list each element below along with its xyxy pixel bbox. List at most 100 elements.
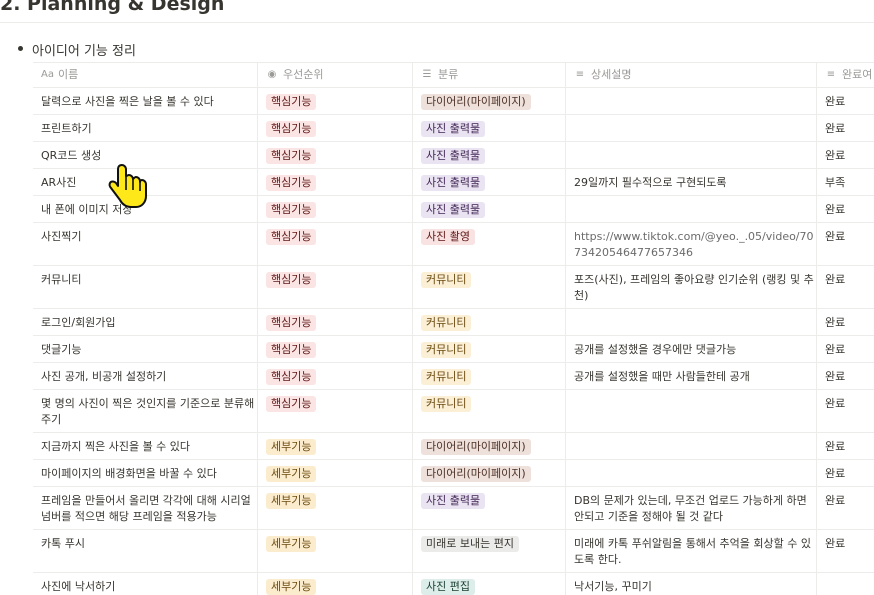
- cell-detail[interactable]: [566, 88, 817, 114]
- cell-name[interactable]: 사진에 낙서하기: [33, 573, 258, 595]
- cell-name[interactable]: 내 폰에 이미지 저장: [33, 196, 258, 222]
- cell-detail[interactable]: [566, 142, 817, 168]
- table-row[interactable]: 로그인/회원가입 핵심기능 커뮤니티 완료: [33, 309, 874, 336]
- cell-detail[interactable]: [566, 196, 817, 222]
- cell-category[interactable]: 커뮤니티: [413, 390, 566, 432]
- cell-detail[interactable]: 공개를 설정했을 경우에만 댓글가능: [566, 336, 817, 362]
- cell-category[interactable]: 커뮤니티: [413, 363, 566, 389]
- cell-priority[interactable]: 핵심기능: [258, 223, 413, 265]
- cell-priority[interactable]: 핵심기능: [258, 336, 413, 362]
- cell-name[interactable]: 커뮤니티: [33, 266, 258, 308]
- table-row[interactable]: 사진에 낙서하기 세부기능 사진 편집 낙서기능, 꾸미기: [33, 573, 874, 595]
- cell-category[interactable]: 다이어리(마이페이지): [413, 433, 566, 459]
- table-row[interactable]: AR사진 핵심기능 사진 출력물 29일까지 필수적으로 구현되도록 부족: [33, 169, 874, 196]
- cell-priority[interactable]: 세부기능: [258, 433, 413, 459]
- cell-priority[interactable]: 세부기능: [258, 460, 413, 486]
- cell-detail[interactable]: 미래에 카톡 푸쉬알림을 통해서 추억을 회상할 수 있도록 한다.: [566, 530, 817, 572]
- cell-name[interactable]: QR코드 생성: [33, 142, 258, 168]
- cell-status[interactable]: 완료: [825, 273, 846, 286]
- bullet-list-item-title[interactable]: 아이디어 기능 정리: [32, 44, 136, 59]
- cell-category[interactable]: 커뮤니티: [413, 336, 566, 362]
- cell-name[interactable]: 프린트하기: [33, 115, 258, 141]
- table-row[interactable]: 카톡 푸시 세부기능 미래로 보내는 편지 미래에 카톡 푸쉬알림을 통해서 추억을 …: [33, 530, 874, 573]
- cell-category[interactable]: 미래로 보내는 편지: [413, 530, 566, 572]
- column-header-name[interactable]: Aa 이름: [33, 63, 258, 87]
- cell-priority[interactable]: 핵심기능: [258, 115, 413, 141]
- cell-name[interactable]: 지금까지 찍은 사진을 볼 수 있다: [33, 433, 258, 459]
- column-header-status[interactable]: ≡ 완료여: [817, 63, 874, 87]
- cell-name[interactable]: 댓글기능: [33, 336, 258, 362]
- cell-detail[interactable]: 29일까지 필수적으로 구현되도록: [566, 169, 817, 195]
- cell-detail[interactable]: 공개를 설정했을 때만 사람들한테 공개: [566, 363, 817, 389]
- cell-name[interactable]: AR사진: [33, 169, 258, 195]
- cell-category[interactable]: 사진 출력물: [413, 142, 566, 168]
- cell-priority[interactable]: 핵심기능: [258, 390, 413, 432]
- cell-name[interactable]: 프레임을 만들어서 올리면 각각에 대해 시리얼 넘버를 적으면 해당 프레임을…: [33, 487, 258, 529]
- cell-name[interactable]: 사진찍기: [33, 223, 258, 265]
- cell-detail[interactable]: [566, 390, 817, 432]
- cell-category[interactable]: 사진 출력물: [413, 169, 566, 195]
- table-row[interactable]: QR코드 생성 핵심기능 사진 출력물 완료: [33, 142, 874, 169]
- column-header-priority[interactable]: ◉ 우선순위: [258, 63, 413, 87]
- cell-category[interactable]: 사진 촬영: [413, 223, 566, 265]
- cell-priority[interactable]: 핵심기능: [258, 196, 413, 222]
- cell-name[interactable]: 카톡 푸시: [33, 530, 258, 572]
- cell-priority[interactable]: 세부기능: [258, 573, 413, 595]
- cell-status[interactable]: 완료: [825, 149, 846, 162]
- cell-priority[interactable]: 세부기능: [258, 530, 413, 572]
- table-row[interactable]: 프린트하기 핵심기능 사진 출력물 완료: [33, 115, 874, 142]
- cell-category[interactable]: 커뮤니티: [413, 266, 566, 308]
- cell-status[interactable]: 부족: [825, 176, 846, 189]
- table-row[interactable]: 내 폰에 이미지 저장 핵심기능 사진 출력물 완료: [33, 196, 874, 223]
- cell-category[interactable]: 사진 출력물: [413, 115, 566, 141]
- cell-name[interactable]: 달력으로 사진을 찍은 날을 볼 수 있다: [33, 88, 258, 114]
- cell-status[interactable]: 완료: [825, 230, 846, 243]
- table-row[interactable]: 커뮤니티 핵심기능 커뮤니티 포즈(사진), 프레임의 좋아요량 인기순위 (랭킹 및…: [33, 266, 874, 309]
- cell-priority[interactable]: 핵심기능: [258, 169, 413, 195]
- cell-status[interactable]: 완료: [825, 343, 846, 356]
- cell-detail[interactable]: DB의 문제가 있는데, 무조건 업로드 가능하게 하면 안되고 기준을 정해야…: [566, 487, 817, 529]
- cell-category[interactable]: 사진 편집: [413, 573, 566, 595]
- cell-status[interactable]: 완료: [825, 316, 846, 329]
- cell-detail[interactable]: [566, 309, 817, 335]
- cell-status[interactable]: 완료: [825, 467, 846, 480]
- cell-detail[interactable]: [566, 115, 817, 141]
- cell-name[interactable]: 몇 명의 사진이 찍은 것인지를 기준으로 분류해주기: [33, 390, 258, 432]
- table-row[interactable]: 마이페이지의 배경화면을 바꿀 수 있다 세부기능 다이어리(마이페이지) 완료: [33, 460, 874, 487]
- cell-status[interactable]: 완료: [825, 370, 846, 383]
- cell-category[interactable]: 다이어리(마이페이지): [413, 460, 566, 486]
- cell-category[interactable]: 다이어리(마이페이지): [413, 88, 566, 114]
- cell-status[interactable]: 완료: [825, 203, 846, 216]
- table-row[interactable]: 사진찍기 핵심기능 사진 촬영 https://www.tiktok.com/@yeo…: [33, 223, 874, 266]
- cell-status[interactable]: 완료: [825, 122, 846, 135]
- cell-detail[interactable]: 낙서기능, 꾸미기: [566, 573, 817, 595]
- cell-priority[interactable]: 핵심기능: [258, 88, 413, 114]
- cell-status[interactable]: 완료: [825, 397, 846, 410]
- cell-priority[interactable]: 핵심기능: [258, 142, 413, 168]
- cell-status[interactable]: 완료: [825, 494, 846, 507]
- cell-status[interactable]: 완료: [825, 95, 846, 108]
- cell-priority[interactable]: 핵심기능: [258, 266, 413, 308]
- cell-category[interactable]: 사진 출력물: [413, 487, 566, 529]
- cell-category[interactable]: 커뮤니티: [413, 309, 566, 335]
- cell-status[interactable]: [817, 573, 874, 595]
- cell-priority[interactable]: 세부기능: [258, 487, 413, 529]
- column-header-category[interactable]: ☰ 분류: [413, 63, 566, 87]
- cell-name[interactable]: 마이페이지의 배경화면을 바꿀 수 있다: [33, 460, 258, 486]
- cell-priority[interactable]: 핵심기능: [258, 309, 413, 335]
- cell-detail[interactable]: 포즈(사진), 프레임의 좋아요량 인기순위 (랭킹 및 추천): [566, 266, 817, 308]
- cell-name[interactable]: 로그인/회원가입: [33, 309, 258, 335]
- cell-name[interactable]: 사진 공개, 비공개 설정하기: [33, 363, 258, 389]
- table-row[interactable]: 댓글기능 핵심기능 커뮤니티 공개를 설정했을 경우에만 댓글가능 완료: [33, 336, 874, 363]
- cell-priority[interactable]: 핵심기능: [258, 363, 413, 389]
- cell-detail[interactable]: https://www.tiktok.com/@yeo._.05/video/7…: [566, 223, 817, 265]
- table-row[interactable]: 몇 명의 사진이 찍은 것인지를 기준으로 분류해주기 핵심기능 커뮤니티 완료: [33, 390, 874, 433]
- table-row[interactable]: 지금까지 찍은 사진을 볼 수 있다 세부기능 다이어리(마이페이지) 완료: [33, 433, 874, 460]
- table-row[interactable]: 달력으로 사진을 찍은 날을 볼 수 있다 핵심기능 다이어리(마이페이지) 완료: [33, 88, 874, 115]
- cell-status[interactable]: 완료: [825, 440, 846, 453]
- table-row[interactable]: 프레임을 만들어서 올리면 각각에 대해 시리얼 넘버를 적으면 해당 프레임을…: [33, 487, 874, 530]
- cell-category[interactable]: 사진 출력물: [413, 196, 566, 222]
- cell-detail[interactable]: [566, 460, 817, 486]
- cell-status[interactable]: 완료: [825, 537, 846, 550]
- column-header-detail[interactable]: ≡ 상세설명: [566, 63, 817, 87]
